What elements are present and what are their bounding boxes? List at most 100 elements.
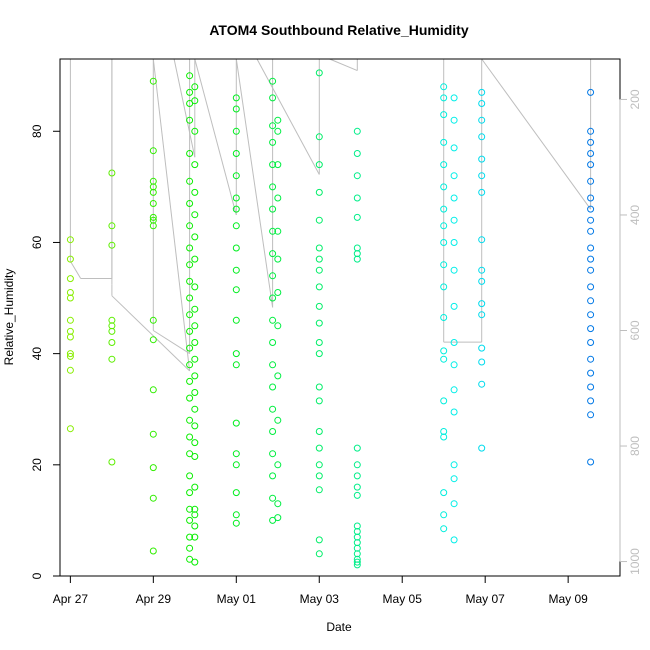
data-point bbox=[149, 430, 157, 438]
data-point bbox=[186, 311, 194, 319]
data-point bbox=[186, 377, 194, 385]
data-point bbox=[232, 361, 240, 369]
data-point bbox=[269, 138, 277, 146]
data-point bbox=[186, 433, 194, 441]
data-point bbox=[353, 561, 361, 569]
data-point bbox=[440, 314, 448, 321]
data-point bbox=[450, 172, 458, 180]
data-point bbox=[315, 255, 323, 263]
line-segment bbox=[111, 295, 190, 372]
data-point bbox=[191, 522, 199, 530]
data-point bbox=[269, 77, 277, 85]
data-point bbox=[108, 327, 116, 335]
y-axis-label: Relative_Humidity bbox=[2, 269, 16, 366]
data-point bbox=[587, 266, 595, 274]
data-point bbox=[232, 94, 240, 102]
data-point bbox=[440, 511, 448, 519]
data-point bbox=[450, 408, 458, 416]
data-point bbox=[353, 461, 361, 469]
data-point bbox=[191, 483, 199, 491]
data-point bbox=[587, 397, 595, 405]
data-point bbox=[186, 394, 194, 402]
data-point bbox=[450, 302, 458, 310]
data-point bbox=[186, 472, 194, 480]
data-point bbox=[478, 188, 486, 196]
data-point bbox=[186, 277, 194, 285]
x-tick-label: Apr 29 bbox=[136, 592, 172, 606]
data-point bbox=[66, 236, 74, 244]
data-point bbox=[315, 161, 323, 169]
x-tick-label: May 09 bbox=[548, 592, 588, 606]
data-point bbox=[587, 161, 595, 169]
data-point bbox=[274, 127, 282, 135]
data-point bbox=[269, 472, 277, 480]
data-point bbox=[149, 147, 157, 155]
line-segment bbox=[329, 58, 358, 72]
right-tick-label: 800 bbox=[628, 436, 642, 456]
data-point bbox=[587, 150, 595, 157]
data-point bbox=[315, 550, 323, 558]
data-point bbox=[315, 350, 323, 358]
x-tick-label: May 03 bbox=[300, 592, 340, 606]
data-point bbox=[186, 200, 194, 207]
data-point bbox=[440, 355, 448, 363]
data-point bbox=[232, 316, 240, 324]
data-point bbox=[315, 266, 323, 274]
data-point bbox=[587, 244, 595, 252]
data-point bbox=[450, 339, 458, 346]
right-tick-label: 600 bbox=[628, 320, 642, 340]
x-tick-label: May 07 bbox=[466, 592, 506, 606]
data-point bbox=[191, 439, 199, 447]
data-point bbox=[66, 275, 74, 283]
line-segment bbox=[481, 58, 592, 210]
data-point bbox=[269, 272, 277, 280]
data-point bbox=[191, 322, 199, 330]
data-point bbox=[186, 116, 194, 124]
data-point bbox=[440, 94, 448, 102]
data-point bbox=[186, 100, 194, 107]
data-point bbox=[186, 177, 194, 185]
data-point bbox=[353, 150, 361, 157]
data-point bbox=[232, 286, 240, 294]
data-point bbox=[269, 516, 277, 524]
data-point bbox=[450, 361, 458, 369]
data-point bbox=[232, 222, 240, 230]
data-point bbox=[232, 511, 240, 519]
data-point bbox=[587, 205, 595, 213]
chart-title: ATOM4 Southbound Relative_Humidity bbox=[209, 22, 468, 38]
data-point bbox=[587, 297, 595, 305]
data-point bbox=[232, 489, 240, 497]
data-point bbox=[315, 216, 323, 224]
data-point bbox=[191, 83, 199, 91]
data-point bbox=[587, 127, 595, 135]
data-point bbox=[478, 100, 486, 107]
data-point bbox=[315, 283, 323, 291]
data-point bbox=[450, 500, 458, 508]
data-point bbox=[440, 205, 448, 213]
data-point bbox=[186, 416, 194, 424]
data-point bbox=[186, 450, 194, 458]
data-point bbox=[315, 339, 323, 346]
data-point bbox=[440, 161, 448, 169]
data-point bbox=[191, 453, 199, 460]
data-point bbox=[440, 397, 448, 405]
data-point bbox=[232, 419, 240, 427]
data-point bbox=[232, 205, 240, 213]
data-point bbox=[232, 266, 240, 274]
data-point bbox=[274, 289, 282, 296]
x-axis-label: Date bbox=[326, 620, 352, 634]
data-point bbox=[274, 322, 282, 330]
data-point bbox=[108, 339, 116, 346]
data-point bbox=[315, 536, 323, 544]
data-point bbox=[450, 216, 458, 224]
data-point bbox=[315, 486, 323, 494]
data-point bbox=[478, 172, 486, 180]
data-point bbox=[353, 194, 361, 202]
data-point bbox=[440, 283, 448, 291]
right-tick-label: 400 bbox=[628, 205, 642, 225]
right-tick-label: 200 bbox=[628, 89, 642, 109]
y-tick-label: 20 bbox=[30, 458, 44, 472]
data-point bbox=[108, 222, 116, 230]
data-point bbox=[186, 244, 194, 252]
